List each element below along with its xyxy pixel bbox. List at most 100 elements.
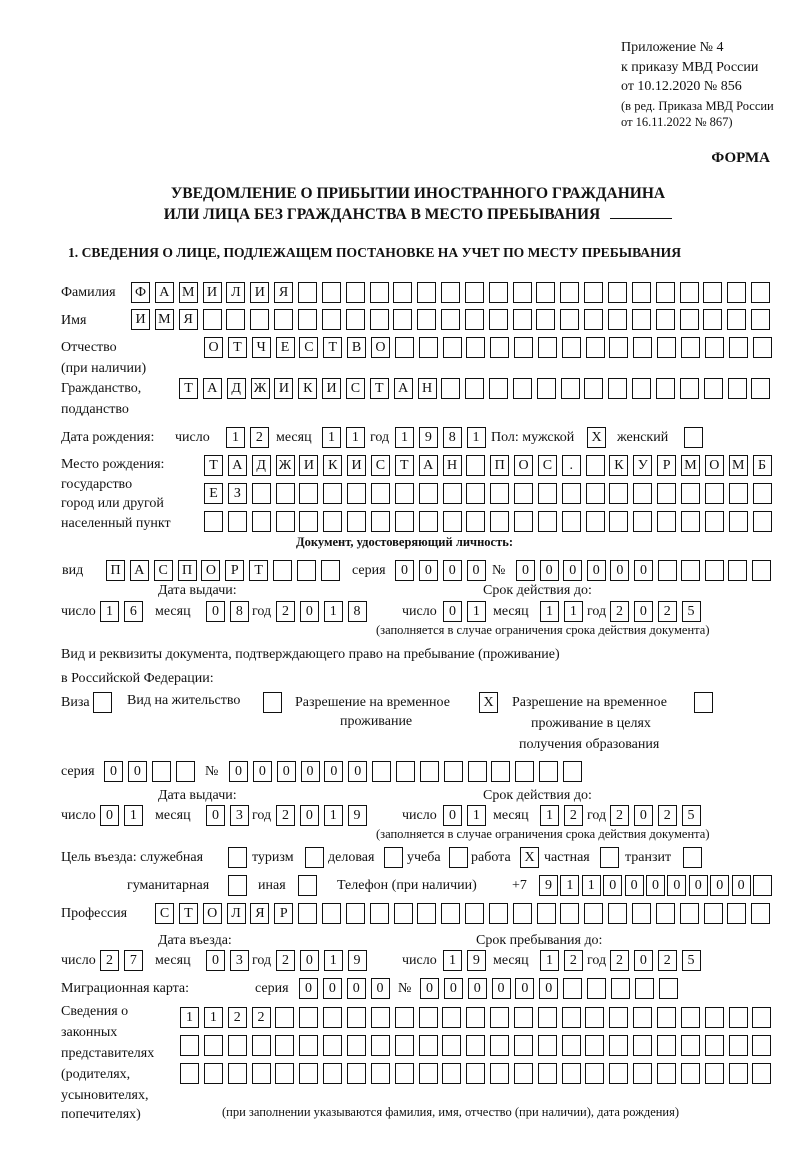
input-cell[interactable]: 8 [347,601,367,622]
input-cell[interactable]: С [537,455,557,476]
input-cell[interactable]: О [201,560,221,581]
input-cell[interactable] [394,511,414,532]
input-cell[interactable]: 0 [252,761,272,782]
input-cell[interactable]: 1 [466,427,486,448]
input-cell[interactable] [704,560,724,581]
input-cell[interactable]: И [250,282,270,303]
input-cell[interactable] [609,483,629,504]
input-cell[interactable] [393,282,413,303]
input-cell[interactable]: Р [657,455,677,476]
input-cell[interactable] [490,1035,510,1056]
input-cell[interactable]: 2 [610,805,629,826]
input-cell[interactable] [449,847,468,868]
input-cell[interactable] [250,309,270,330]
input-cell[interactable] [632,903,651,924]
input-cell[interactable]: 0 [539,560,559,581]
input-cell[interactable] [679,378,699,399]
input-cell[interactable] [369,282,389,303]
input-cell[interactable] [513,1007,533,1028]
input-cell[interactable] [633,1063,653,1084]
input-cell[interactable]: 0 [688,875,708,896]
input-cell[interactable] [634,978,654,999]
input-cell[interactable] [305,847,324,868]
input-cell[interactable] [562,761,582,782]
input-cell[interactable]: Я [274,282,294,303]
input-cell[interactable] [537,1007,557,1028]
input-cell[interactable] [226,309,246,330]
input-cell[interactable] [600,847,619,868]
input-cell[interactable] [417,282,437,303]
input-cell[interactable]: Т [369,378,389,399]
input-cell[interactable]: 5 [681,950,701,971]
input-cell[interactable] [537,1035,557,1056]
input-cell[interactable] [227,511,247,532]
input-cell[interactable]: 9 [418,427,438,448]
input-cell[interactable]: 0 [667,875,687,896]
input-cell[interactable] [609,1035,629,1056]
input-cell[interactable] [561,1007,581,1028]
input-cell[interactable] [539,761,559,782]
input-cell[interactable] [514,483,534,504]
input-cell[interactable]: 1 [395,427,414,448]
input-cell[interactable] [394,1063,414,1084]
input-cell[interactable]: Т [204,455,223,476]
input-cell[interactable] [488,282,508,303]
input-cell[interactable]: 0 [586,560,606,581]
input-cell[interactable] [537,1063,557,1084]
input-cell[interactable] [488,903,508,924]
input-cell[interactable]: А [202,378,222,399]
input-cell[interactable] [727,378,747,399]
input-cell[interactable]: 2 [276,950,295,971]
input-cell[interactable]: 2 [227,1007,247,1028]
input-cell[interactable] [560,903,580,924]
input-cell[interactable]: 5 [681,805,701,826]
input-cell[interactable] [345,309,365,330]
input-cell[interactable] [345,903,365,924]
input-cell[interactable]: 0 [229,761,248,782]
input-cell[interactable] [752,1035,772,1056]
input-cell[interactable]: С [345,378,365,399]
input-cell[interactable] [728,1007,748,1028]
input-cell[interactable] [679,309,699,330]
input-cell[interactable]: 0 [731,875,751,896]
input-cell[interactable] [515,761,535,782]
input-cell[interactable]: 0 [633,950,653,971]
input-cell[interactable] [694,692,713,713]
input-cell[interactable]: 0 [127,761,147,782]
input-cell[interactable] [585,483,605,504]
input-cell[interactable]: 0 [443,601,462,622]
input-cell[interactable] [633,337,653,358]
input-cell[interactable] [419,761,439,782]
input-cell[interactable]: 2 [276,805,295,826]
input-cell[interactable]: 0 [104,761,123,782]
input-cell[interactable] [512,378,532,399]
input-cell[interactable] [441,378,461,399]
input-cell[interactable]: 2 [657,805,677,826]
input-cell[interactable] [609,1063,629,1084]
input-cell[interactable]: 0 [299,978,318,999]
input-cell[interactable]: О [202,903,222,924]
input-cell[interactable] [465,378,485,399]
input-cell[interactable]: Я [250,903,270,924]
input-cell[interactable] [728,1035,748,1056]
input-cell[interactable] [657,1063,676,1084]
input-cell[interactable]: А [154,282,174,303]
input-cell[interactable] [370,1035,390,1056]
input-cell[interactable]: 1 [540,950,559,971]
input-cell[interactable] [513,1063,533,1084]
input-cell[interactable] [490,511,510,532]
input-cell[interactable]: 0 [324,761,344,782]
input-cell[interactable] [585,1035,605,1056]
input-cell[interactable]: Т [323,337,343,358]
input-cell[interactable] [728,1063,748,1084]
input-cell[interactable] [681,337,700,358]
input-cell[interactable] [751,903,771,924]
input-cell[interactable] [394,1035,414,1056]
input-cell[interactable] [275,511,295,532]
input-cell[interactable] [658,978,678,999]
input-cell[interactable]: 0 [633,805,653,826]
input-cell[interactable]: 0 [322,978,342,999]
input-cell[interactable]: О [704,455,724,476]
input-cell[interactable] [681,483,700,504]
input-cell[interactable] [608,282,627,303]
